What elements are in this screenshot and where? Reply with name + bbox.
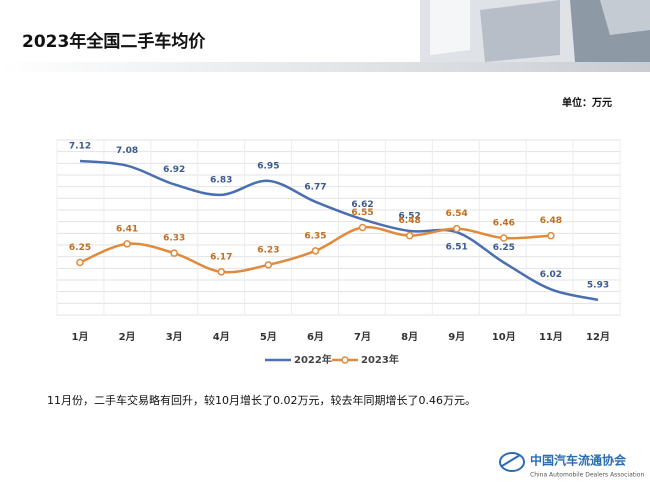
data-label: 6.48: [540, 216, 562, 226]
data-label: 6.02: [540, 270, 562, 280]
data-label: 6.23: [257, 245, 279, 255]
data-label: 6.95: [257, 161, 279, 171]
point: [311, 247, 320, 255]
data-label: 6.41: [116, 224, 138, 234]
point: [264, 261, 273, 269]
x-tick-label: 2月: [119, 331, 136, 343]
legend-label: 2022年: [294, 353, 332, 366]
x-tick-label: 1月: [72, 331, 89, 343]
data-label: 6.25: [69, 243, 91, 253]
header-decoration: [420, 0, 650, 62]
legend-marker: [341, 356, 349, 364]
data-label: 6.62: [351, 200, 373, 210]
data-label: 6.51: [446, 243, 468, 253]
point: [547, 231, 555, 240]
data-label: 6.35: [304, 231, 326, 241]
series-group: 7.12 7.08 6.92 6.83 6.95 6.77 6.62 6.52 6.51 6.25…: [69, 142, 609, 302]
x-tick-label: 10月: [492, 331, 516, 343]
x-tick-label: 5月: [260, 331, 277, 343]
data-label: 6.83: [210, 175, 232, 185]
data-label: 7.12: [69, 142, 91, 152]
x-tick-label: 6月: [307, 331, 324, 343]
data-label: 6.54: [446, 209, 468, 219]
data-label: 6.25: [493, 243, 515, 253]
data-label: 6.92: [163, 165, 185, 175]
point: [76, 258, 84, 267]
data-label: 7.08: [116, 146, 138, 156]
x-tick-label: 7月: [354, 331, 371, 343]
point: [405, 231, 414, 240]
logo-text: 中国汽车流通协会: [530, 453, 627, 468]
series-line: [79, 159, 599, 302]
logo: 中国汽车流通协会 China Automobile Dealers Associ…: [499, 452, 644, 479]
data-label: 5.93: [587, 280, 609, 290]
data-label: 6.52: [399, 212, 421, 222]
unit-label: 单位：万元: [562, 96, 612, 109]
point: [170, 249, 178, 257]
point: [452, 224, 461, 233]
data-label: 6.46: [493, 219, 515, 229]
logo-subtext: China Automobile Dealers Association: [530, 472, 644, 479]
data-label: 6.55: [351, 208, 373, 218]
header-band: [0, 62, 650, 72]
data-label: 6.48: [399, 216, 421, 226]
chart-title: 2023年全国二手车均价: [22, 31, 206, 52]
point: [217, 268, 226, 276]
x-tick-label: 3月: [166, 331, 183, 343]
data-label: 6.33: [163, 234, 185, 244]
x-tick-label: 12月: [586, 331, 610, 343]
data-label: 6.77: [304, 182, 326, 192]
point: [123, 240, 131, 248]
legend-label: 2023年: [361, 353, 399, 366]
point: [358, 223, 367, 232]
x-tick-label: 8月: [401, 331, 418, 343]
note: 11月份，二手车交易略有回升，较10月增长了0.02万元，较去年同期增长了0.4…: [47, 393, 476, 407]
x-tick-label: 4月: [213, 331, 230, 343]
x-tick-label: 9月: [448, 331, 465, 343]
data-label: 6.17: [210, 252, 232, 262]
x-tick-label: 11月: [539, 331, 563, 343]
point: [500, 234, 508, 242]
